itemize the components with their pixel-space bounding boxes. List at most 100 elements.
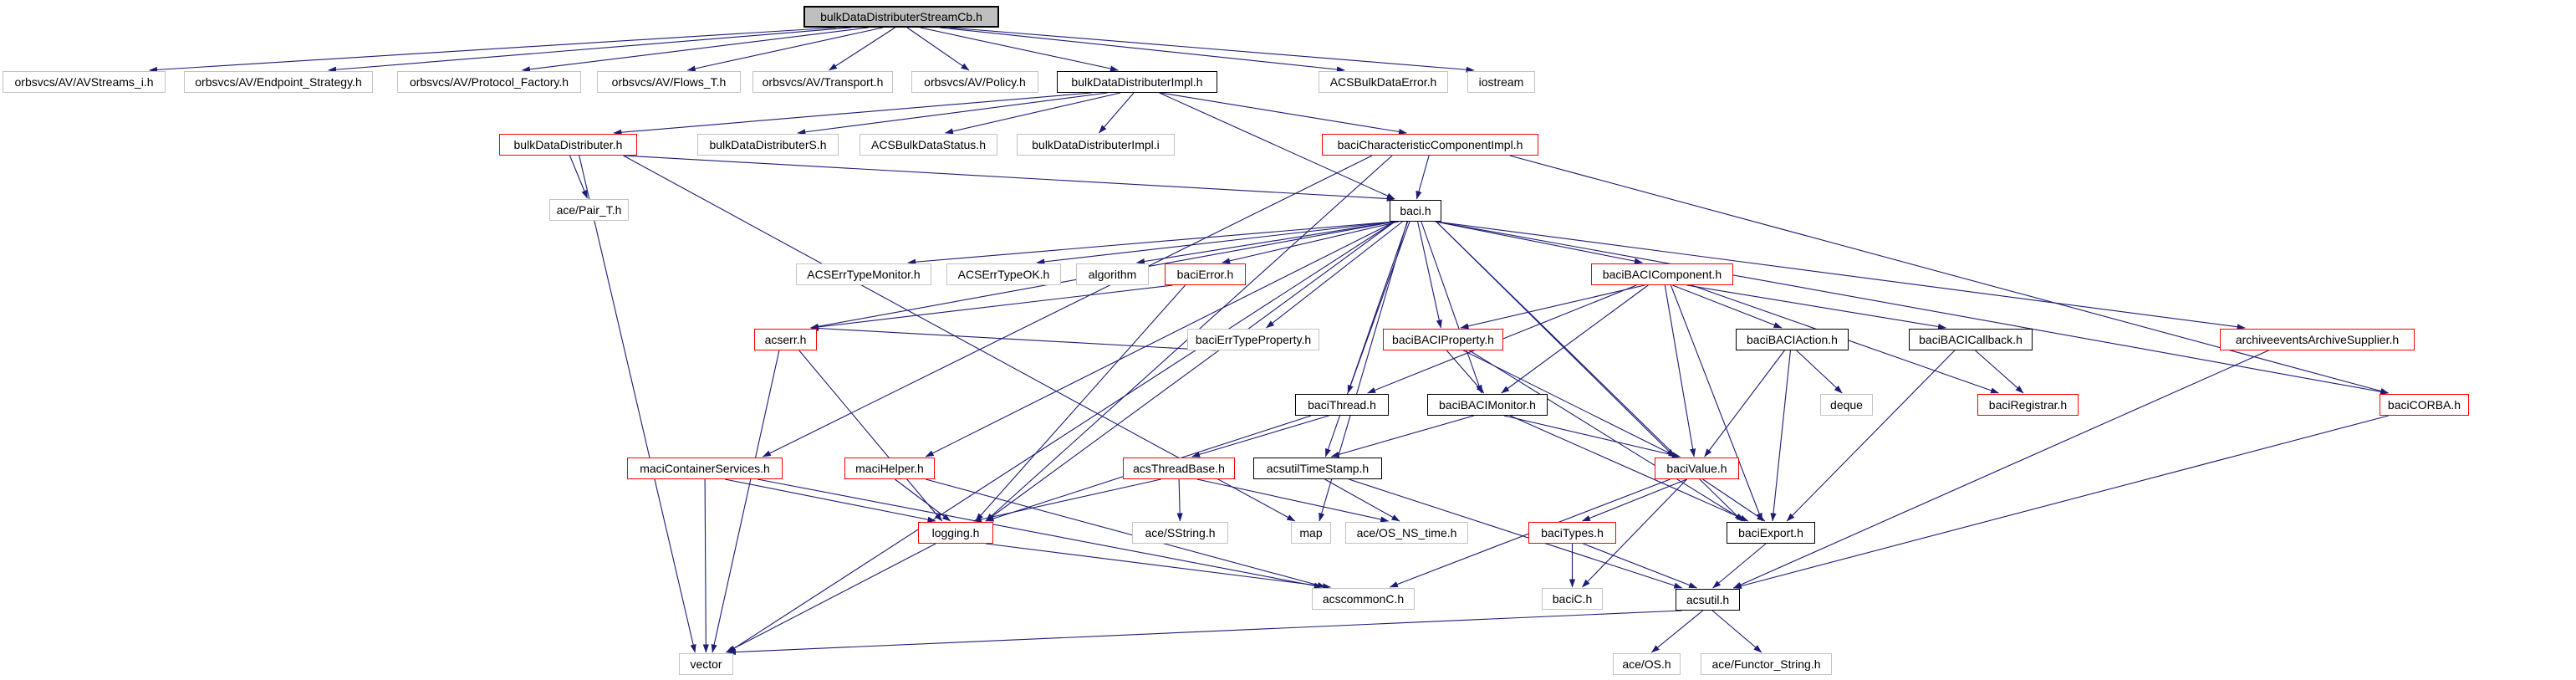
node-label: baciBACIMonitor.h bbox=[1439, 398, 1536, 412]
edge-distimpl-distributerS bbox=[797, 92, 1108, 135]
edge-action-deque bbox=[1796, 350, 1843, 394]
edge-component-bacimonitor bbox=[1501, 284, 1649, 394]
node-root[interactable]: bulkDataDistributerStreamCb.h bbox=[803, 6, 999, 28]
edge-distributer-baci bbox=[623, 155, 1395, 202]
node-distimpl[interactable]: bulkDataDistributerImpl.h bbox=[1057, 71, 1217, 93]
node-logging[interactable]: logging.h bbox=[918, 522, 993, 544]
edge-errtypeprop-acserr bbox=[810, 325, 1217, 351]
node-label: bulkDataDistributerS.h bbox=[709, 138, 827, 151]
node-label: maciHelper.h bbox=[855, 462, 924, 475]
node-label: baciBACICallback.h bbox=[1919, 333, 2023, 346]
edge-component-callback bbox=[1686, 284, 1946, 330]
edge-component-action bbox=[1672, 284, 1783, 329]
edge-root-avstreams bbox=[149, 27, 836, 74]
node-registrar[interactable]: baciRegistrar.h bbox=[1977, 394, 2079, 416]
node-label: ace/OS.h bbox=[1622, 657, 1671, 671]
node-distributer[interactable]: bulkDataDistributer.h bbox=[499, 134, 637, 156]
edge-baci-errmon bbox=[907, 221, 1395, 265]
edge-logging-vector bbox=[725, 543, 936, 653]
node-helper[interactable]: maciHelper.h bbox=[844, 458, 935, 479]
node-ostime: ace/OS_NS_time.h bbox=[1345, 522, 1468, 544]
edge-bacimonitor-timestamp bbox=[1330, 415, 1474, 458]
edge-baci-logging bbox=[985, 221, 1395, 522]
node-label: baciC.h bbox=[1552, 592, 1593, 606]
node-acserr[interactable]: acserr.h bbox=[754, 329, 817, 350]
node-label: logging.h bbox=[931, 526, 980, 539]
node-acscommonc: acscommonC.h bbox=[1312, 588, 1415, 610]
node-deque: deque bbox=[1820, 394, 1873, 416]
node-status: ACSBulkDataStatus.h bbox=[860, 134, 997, 156]
node-export[interactable]: baciExport.h bbox=[1727, 522, 1815, 544]
edge-logging-acscommonc bbox=[985, 543, 1331, 590]
edge-root-endpoint bbox=[328, 27, 852, 73]
node-iostream: iostream bbox=[1467, 71, 1535, 93]
edge-baci-errtypeprop bbox=[1266, 221, 1403, 329]
node-label: acsThreadBase.h bbox=[1133, 462, 1225, 475]
node-algorithm: algorithm bbox=[1076, 263, 1149, 285]
node-timestamp[interactable]: acsutilTimeStamp.h bbox=[1253, 458, 1382, 479]
node-maci[interactable]: maciContainerServices.h bbox=[627, 458, 783, 479]
edge-baci-bacierror bbox=[1222, 221, 1400, 264]
edge-distimpl-baci bbox=[1159, 92, 1395, 200]
node-charimpl[interactable]: baciCharacteristicComponentImpl.h bbox=[1322, 134, 1538, 156]
edge-baci-component bbox=[1435, 221, 1643, 264]
node-bacitypes[interactable]: baciTypes.h bbox=[1528, 522, 1616, 544]
node-label: map bbox=[1299, 526, 1323, 539]
edge-bacierror-logging bbox=[975, 284, 1186, 522]
edge-export-acsutil bbox=[1712, 543, 1767, 589]
node-label: orbsvcs/AV/Protocol_Factory.h bbox=[409, 75, 569, 89]
node-flows: orbsvcs/AV/Flows_T.h bbox=[597, 71, 741, 93]
node-errtypeprop: baciErrTypeProperty.h bbox=[1187, 329, 1319, 350]
node-pairT: ace/Pair_T.h bbox=[549, 199, 629, 221]
edge-baciprop-value bbox=[1463, 350, 1677, 458]
node-baci[interactable]: baci.h bbox=[1390, 200, 1441, 222]
node-label: orbsvcs/AV/Endpoint_Strategy.h bbox=[195, 75, 362, 89]
node-endpoint: orbsvcs/AV/Endpoint_Strategy.h bbox=[184, 71, 373, 93]
node-archive[interactable]: archiveeventsArchiveSupplier.h bbox=[2220, 329, 2415, 350]
node-impl_i: bulkDataDistributerImpl.i bbox=[1017, 134, 1175, 156]
edge-action-value bbox=[1704, 350, 1785, 458]
node-callback[interactable]: baciBACICallback.h bbox=[1909, 329, 2033, 350]
node-functor: ace/Functor_String.h bbox=[1701, 653, 1832, 675]
node-vector: vector bbox=[679, 653, 733, 675]
edge-baci-bacimonitor bbox=[1421, 221, 1482, 394]
node-label: ACSBulkDataStatus.h bbox=[871, 138, 986, 151]
edge-distributer-vector bbox=[579, 155, 696, 653]
edge-component-value bbox=[1664, 284, 1696, 458]
node-action[interactable]: baciBACIAction.h bbox=[1736, 329, 1849, 350]
node-label: bulkDataDistributer.h bbox=[513, 138, 623, 151]
edge-root-transport bbox=[829, 27, 895, 71]
node-threadbase[interactable]: acsThreadBase.h bbox=[1123, 458, 1235, 479]
node-errmon: ACSErrTypeMonitor.h bbox=[796, 263, 931, 285]
node-value[interactable]: baciValue.h bbox=[1655, 458, 1739, 479]
edge-root-policy bbox=[906, 27, 970, 71]
node-baciprop[interactable]: baciBACIProperty.h bbox=[1383, 329, 1503, 350]
node-bacierror[interactable]: baciError.h bbox=[1165, 263, 1246, 285]
node-label: maciContainerServices.h bbox=[640, 462, 770, 475]
node-component[interactable]: baciBACIComponent.h bbox=[1591, 263, 1733, 285]
edge-root-iostream bbox=[949, 27, 1475, 73]
node-label: deque bbox=[1830, 398, 1863, 412]
edge-threadbase-logging bbox=[972, 478, 1161, 523]
edge-charimpl-baci bbox=[1416, 155, 1430, 200]
node-bacimonitor[interactable]: baciBACIMonitor.h bbox=[1427, 394, 1548, 416]
node-bderror: ACSBulkDataError.h bbox=[1319, 71, 1448, 93]
node-thread[interactable]: baciThread.h bbox=[1295, 394, 1389, 416]
node-label: ACSErrTypeMonitor.h bbox=[807, 268, 921, 281]
node-acsutil[interactable]: acsutil.h bbox=[1676, 589, 1740, 611]
node-label: bulkDataDistributerImpl.i bbox=[1032, 138, 1160, 151]
edge-maci-acscommonc bbox=[757, 478, 1323, 589]
edge-acsutil-aceos bbox=[1650, 610, 1704, 653]
node-label: baciRegistrar.h bbox=[1988, 398, 2068, 412]
edge-timestamp-acsutil bbox=[1349, 478, 1683, 589]
edge-acserr-vector bbox=[711, 350, 780, 653]
edge-distimpl-charimpl bbox=[1160, 92, 1407, 135]
edge-root-flows bbox=[686, 27, 883, 72]
node-label: baciCharacteristicComponentImpl.h bbox=[1337, 138, 1523, 151]
node-corba[interactable]: baciCORBA.h bbox=[2380, 394, 2469, 416]
edge-helper-acscommonc bbox=[926, 478, 1326, 589]
edge-baci-helper bbox=[925, 221, 1395, 458]
node-label: orbsvcs/AV/Flows_T.h bbox=[611, 75, 727, 89]
edge-bacimonitor-export bbox=[1509, 415, 1749, 522]
edge-charimpl-corba bbox=[1509, 155, 2390, 394]
